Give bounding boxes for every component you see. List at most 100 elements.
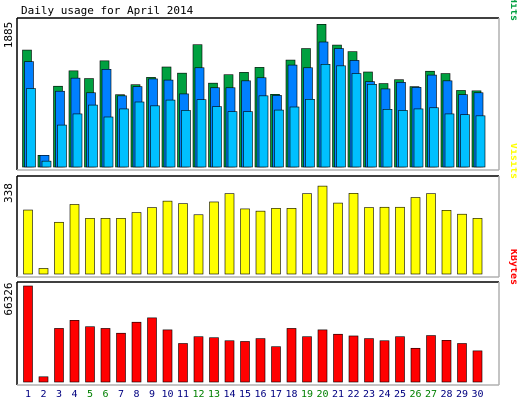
kbytes-bar-day-19 bbox=[302, 336, 312, 383]
day-label-18: 18 bbox=[285, 389, 297, 400]
pages-bar-day-15 bbox=[243, 111, 253, 168]
kbytes-bar-day-13 bbox=[209, 337, 219, 383]
pages-bar-day-22 bbox=[351, 73, 362, 168]
day-label-16: 16 bbox=[254, 389, 266, 400]
day-label-19: 19 bbox=[301, 389, 313, 400]
kbytes-bar-day-20 bbox=[317, 329, 328, 383]
y-max-label-1: 1885 bbox=[2, 22, 15, 49]
kbytes-bar-day-2 bbox=[38, 376, 49, 383]
visits-bar-day-5 bbox=[85, 218, 95, 275]
day-label-5: 5 bbox=[87, 389, 93, 400]
day-label-13: 13 bbox=[208, 389, 220, 400]
pages-bar-day-8 bbox=[134, 101, 145, 168]
pages-bar-day-29 bbox=[460, 114, 470, 168]
kbytes-bar-day-25 bbox=[395, 336, 405, 383]
kbytes-bar-day-28 bbox=[441, 340, 452, 383]
kbytes-bar-day-15 bbox=[240, 341, 250, 383]
kbytes-bar-day-7 bbox=[116, 332, 126, 383]
pages-bar-day-20 bbox=[320, 64, 331, 168]
visits-bar-day-26 bbox=[410, 197, 421, 275]
visits-bar-day-1 bbox=[23, 209, 33, 275]
visits-bar-day-2 bbox=[38, 268, 49, 275]
day-label-8: 8 bbox=[133, 389, 139, 400]
visits-bar-day-28 bbox=[441, 210, 452, 275]
pages-bar-day-4 bbox=[72, 113, 83, 168]
pages-bar-day-30 bbox=[475, 115, 486, 168]
visits-bar-day-4 bbox=[69, 204, 80, 275]
kbytes-bar-day-27 bbox=[426, 335, 436, 383]
legend-2: Visits bbox=[508, 143, 517, 179]
visits-bar-day-3 bbox=[54, 221, 64, 275]
kbytes-bar-day-23 bbox=[364, 338, 374, 383]
pages-bar-day-23 bbox=[367, 84, 377, 168]
visits-bar-day-16 bbox=[255, 210, 266, 275]
day-label-22: 22 bbox=[347, 389, 359, 400]
day-label-6: 6 bbox=[102, 389, 108, 400]
pages-bar-day-25 bbox=[398, 110, 408, 168]
kbytes-bar-day-14 bbox=[224, 340, 235, 383]
legend-part-3-0: KBytes bbox=[508, 249, 517, 285]
visits-bar-day-21 bbox=[333, 202, 343, 275]
kbytes-bar-day-26 bbox=[410, 347, 421, 383]
day-label-10: 10 bbox=[161, 389, 173, 400]
visits-bar-day-11 bbox=[178, 203, 188, 275]
day-label-28: 28 bbox=[440, 389, 452, 400]
pages-bar-day-26 bbox=[413, 108, 424, 168]
day-label-27: 27 bbox=[425, 389, 437, 400]
visits-bar-day-13 bbox=[209, 201, 219, 275]
y-max-label-2: 338 bbox=[2, 183, 15, 203]
day-label-23: 23 bbox=[363, 389, 375, 400]
legend-1: Pages/Files/Hits bbox=[508, 0, 517, 21]
legend-3: KBytes bbox=[508, 249, 517, 285]
visits-bar-day-25 bbox=[395, 206, 405, 275]
pages-bar-day-18 bbox=[289, 106, 300, 168]
kbytes-bar-day-16 bbox=[255, 338, 266, 383]
pages-bar-day-9 bbox=[150, 105, 160, 168]
kbytes-bar-day-5 bbox=[85, 326, 95, 383]
pages-bar-day-5 bbox=[88, 104, 98, 168]
y-max-label-3: 66326 bbox=[2, 282, 15, 315]
kbytes-bar-day-3 bbox=[54, 328, 64, 383]
day-label-7: 7 bbox=[118, 389, 124, 400]
pages-bar-day-27 bbox=[429, 107, 439, 168]
visits-bar-day-12 bbox=[193, 214, 204, 275]
day-label-11: 11 bbox=[177, 389, 189, 400]
pages-bar-day-1 bbox=[26, 88, 36, 168]
pages-bar-day-17 bbox=[274, 109, 284, 168]
kbytes-bar-day-24 bbox=[379, 340, 390, 383]
day-label-17: 17 bbox=[270, 389, 282, 400]
day-label-15: 15 bbox=[239, 389, 251, 400]
visits-bar-day-9 bbox=[147, 207, 157, 275]
kbytes-bar-day-8 bbox=[131, 321, 142, 383]
pages-bar-day-2 bbox=[41, 160, 52, 168]
kbytes-bar-day-6 bbox=[100, 328, 111, 383]
legend-part-2-0: Visits bbox=[508, 143, 517, 179]
pages-bar-day-3 bbox=[57, 124, 67, 168]
day-label-30: 30 bbox=[471, 389, 483, 400]
visits-bar-day-17 bbox=[271, 208, 281, 275]
pages-bar-day-13 bbox=[212, 106, 222, 168]
day-label-1: 1 bbox=[25, 389, 31, 400]
pages-bar-day-21 bbox=[336, 65, 346, 168]
visits-bar-day-15 bbox=[240, 208, 250, 275]
visits-bar-day-7 bbox=[116, 218, 126, 275]
pages-bar-day-7 bbox=[119, 108, 129, 168]
day-label-14: 14 bbox=[223, 389, 235, 400]
visits-bar-day-22 bbox=[348, 193, 359, 275]
visits-bar-day-29 bbox=[457, 213, 467, 275]
kbytes-bar-day-21 bbox=[333, 333, 343, 383]
day-label-21: 21 bbox=[332, 389, 344, 400]
day-label-9: 9 bbox=[149, 389, 155, 400]
visits-bar-day-6 bbox=[100, 218, 111, 275]
visits-bar-day-19 bbox=[302, 193, 312, 275]
day-label-12: 12 bbox=[192, 389, 204, 400]
legend-part-1-4: Hits bbox=[508, 0, 517, 21]
pages-bar-day-11 bbox=[181, 110, 191, 168]
day-label-25: 25 bbox=[394, 389, 406, 400]
day-label-4: 4 bbox=[71, 389, 77, 400]
pages-bar-day-28 bbox=[444, 113, 455, 168]
visits-bar-day-18 bbox=[286, 208, 297, 275]
visits-bar-day-23 bbox=[364, 207, 374, 275]
day-label-2: 2 bbox=[40, 389, 46, 400]
